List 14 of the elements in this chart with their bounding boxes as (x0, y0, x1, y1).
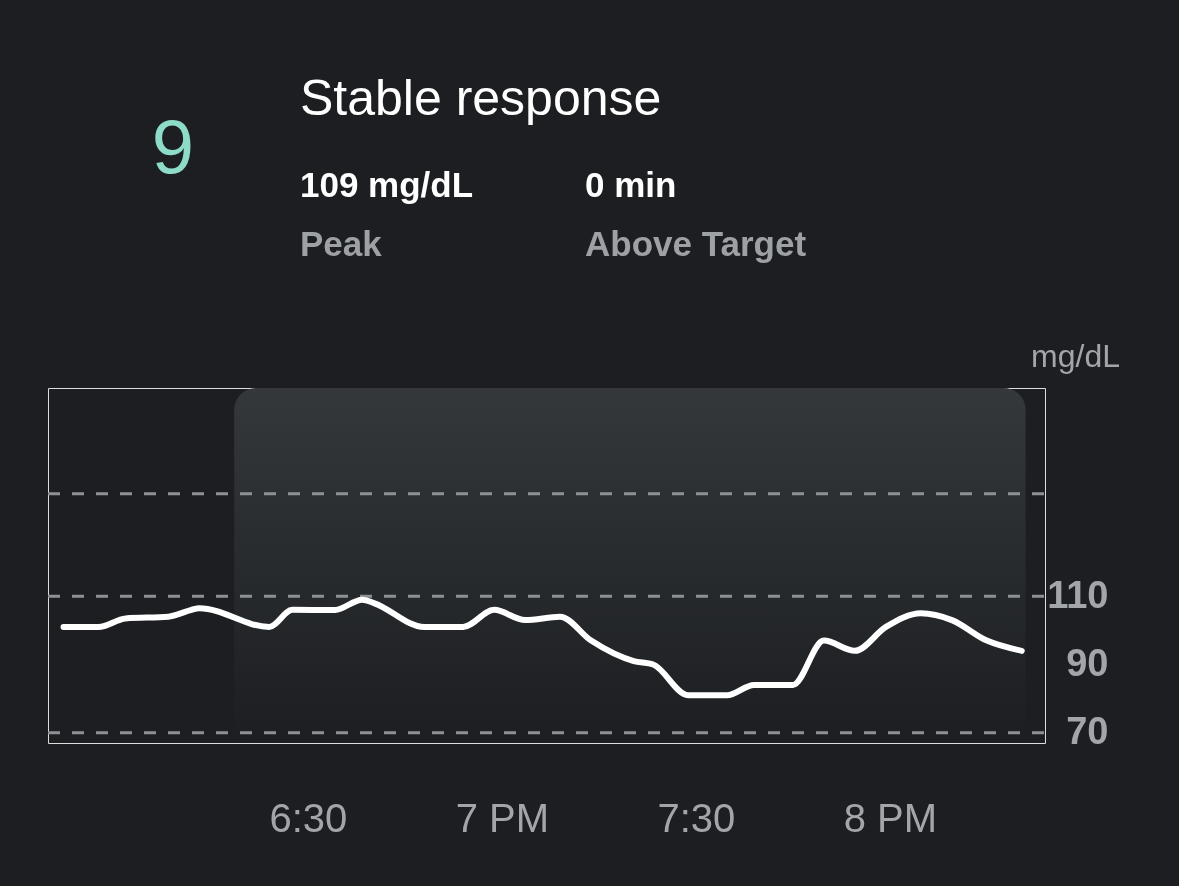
x-tick-label: 7 PM (455, 795, 550, 840)
chart-title: Stable response (300, 70, 662, 126)
text: 9 (151, 104, 195, 189)
x-tick-label: 6:30 (269, 795, 348, 840)
x-tick-label: 7:30 (657, 795, 736, 840)
text: Above Target (585, 224, 807, 263)
text: Peak (300, 224, 383, 263)
text: 109 mg/dL (300, 165, 474, 204)
text: 0 min (585, 165, 677, 204)
x-tick-label: 8 PM (843, 795, 937, 840)
y-tick-label: 110 (1047, 573, 1109, 616)
y-tick-label: 70 (1066, 710, 1109, 753)
y-axis-title: mg/dL (1031, 337, 1120, 374)
y-tick-label: 90 (1066, 641, 1109, 684)
